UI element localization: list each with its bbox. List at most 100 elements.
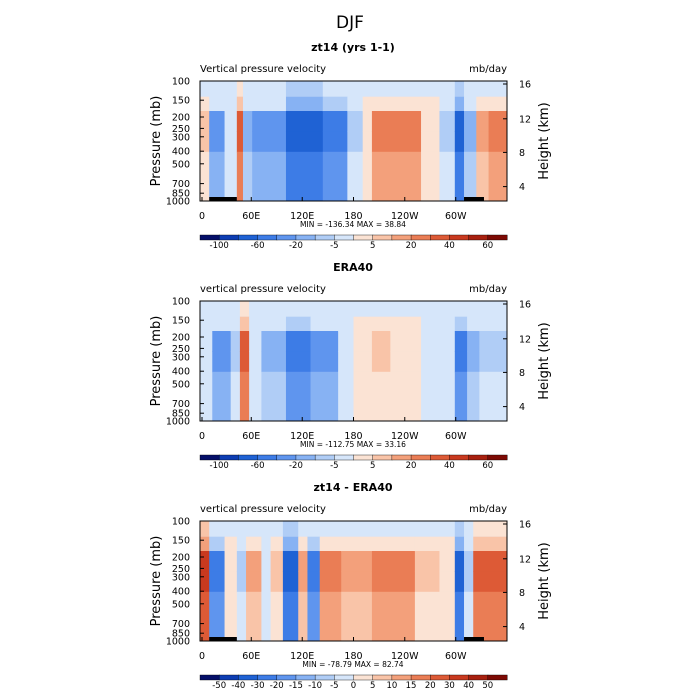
y-axis-label: Pressure (mb) xyxy=(149,536,164,627)
x-tick-label: 60W xyxy=(445,431,467,442)
field-cell-7-3 xyxy=(285,351,312,373)
field-cell-12-4 xyxy=(421,151,440,201)
field-cell-8-2 xyxy=(310,331,339,352)
y-right-tick-label: 16 xyxy=(519,300,531,311)
colorbar-swatch xyxy=(410,234,431,241)
field-cell-17-4 xyxy=(479,371,507,421)
field-cell-7-1 xyxy=(285,316,312,332)
field-cell-15-4 xyxy=(454,371,468,421)
colorbar-label: -5 xyxy=(330,681,338,691)
chart-panel-3: zt14 - ERA40 vertical pressure velocity mb… xyxy=(149,481,552,691)
field-cell-14-3 xyxy=(454,131,465,153)
field-cell-5-1 xyxy=(242,96,253,112)
field-top-6 xyxy=(261,521,272,537)
chart-panel-1: zt14 (yrs 1-1) Vertical pressure velocity… xyxy=(149,41,552,251)
colorbar-label: -100 xyxy=(210,241,229,251)
colorbar-swatch xyxy=(199,234,220,241)
colorbar-swatch xyxy=(353,234,374,241)
field-cell-2-1 xyxy=(209,96,226,112)
field-cell-7-4 xyxy=(285,151,324,201)
field-cell-9-4 xyxy=(338,371,354,421)
field-cell-8-1 xyxy=(282,536,299,552)
field-cell-13-1 xyxy=(371,536,416,552)
y-right-tick-label: 16 xyxy=(519,80,531,91)
y-tick-label: 200 xyxy=(172,333,190,344)
colorbar-swatch xyxy=(199,454,220,461)
field-cell-9-4 xyxy=(347,151,364,201)
field-cell-17-4 xyxy=(464,591,474,641)
field-cell-12-3 xyxy=(421,131,440,153)
field-cell-12-1 xyxy=(390,316,422,332)
field-top-9 xyxy=(347,81,364,97)
field-cell-7-1 xyxy=(270,536,284,552)
field-cell-8-3 xyxy=(310,351,339,373)
field-top-10 xyxy=(353,301,373,317)
field-cell-7-1 xyxy=(285,96,324,112)
field-cell-6-2 xyxy=(261,331,287,352)
topography-africa xyxy=(209,637,237,641)
field-cell-12-3 xyxy=(341,571,373,593)
field-cell-9-1 xyxy=(298,536,308,552)
field-cell-12-4 xyxy=(390,371,422,421)
field-cell-13-2 xyxy=(439,111,456,132)
colorbar-swatch xyxy=(276,454,297,461)
field-cell-16-4 xyxy=(454,591,465,641)
field-cell-3-2 xyxy=(230,331,241,352)
field-cell-13-4 xyxy=(421,371,440,421)
field-top-11 xyxy=(371,301,391,317)
field-cell-5-4 xyxy=(246,591,262,641)
field-cell-17-3 xyxy=(464,571,474,593)
field-top-18 xyxy=(473,521,507,537)
field-cell-13-2 xyxy=(421,331,440,352)
field-cell-6-4 xyxy=(261,371,287,421)
y-tick-label: 300 xyxy=(172,572,190,583)
colorbar-swatch xyxy=(487,454,508,461)
chart-panel-2: ERA40 vertical pressure velocity mb/day 100… xyxy=(149,261,552,471)
y-tick-label: 850 xyxy=(172,629,190,640)
y-tick-label: 200 xyxy=(172,553,190,564)
field-top-8 xyxy=(322,81,348,97)
colorbar-label: 60 xyxy=(482,461,493,471)
field-cell-4-3 xyxy=(239,351,250,373)
field-cell-2-2 xyxy=(212,331,232,352)
field-cell-3-3 xyxy=(224,571,238,593)
y-right-axis-label: Height (km) xyxy=(537,102,552,179)
field-cell-3-4 xyxy=(224,151,238,201)
field-cell-15-1 xyxy=(464,96,477,112)
field-cell-5-2 xyxy=(249,331,262,352)
field-cell-3-1 xyxy=(224,96,238,112)
colorbar-swatch xyxy=(334,674,354,681)
x-tick-label: 120E xyxy=(290,651,314,662)
field-top-4 xyxy=(236,521,247,537)
colorbar-swatch xyxy=(295,674,316,681)
colorbar-label: 60 xyxy=(482,241,493,251)
field-cell-18-2 xyxy=(473,551,507,572)
field-cell-9-1 xyxy=(347,96,364,112)
colorbar-label: -5 xyxy=(330,241,338,251)
colorbar-label: 15 xyxy=(406,681,417,691)
x-tick-label: 120E xyxy=(290,431,314,442)
field-cell-10-2 xyxy=(353,331,373,352)
field-cell-14-2 xyxy=(454,111,465,132)
field-cell-4-4 xyxy=(236,591,247,641)
field-cell-10-3 xyxy=(353,351,373,373)
field-cell-3-3 xyxy=(230,351,241,373)
y-tick-label: 100 xyxy=(172,77,190,88)
y-tick-label: 850 xyxy=(172,189,190,200)
field-top-1 xyxy=(200,521,210,537)
field-cell-9-2 xyxy=(338,331,354,352)
colorbar-swatch xyxy=(410,454,431,461)
field-cell-17-1 xyxy=(488,96,507,112)
field-cell-15-3 xyxy=(454,351,468,373)
x-tick-label: 120W xyxy=(391,431,419,442)
panel-subtitle-left: Vertical pressure velocity xyxy=(200,64,326,75)
field-cell-7-2 xyxy=(270,551,284,572)
colorbar-swatch xyxy=(468,454,489,461)
field-cell-1-3 xyxy=(200,571,210,593)
figure-title: DJF xyxy=(336,13,364,33)
colorbar-swatch xyxy=(449,674,470,681)
field-cell-16-2 xyxy=(454,551,465,572)
x-tick-label: 180 xyxy=(344,211,362,222)
y-right-tick-label: 12 xyxy=(519,554,531,565)
field-cell-6-4 xyxy=(252,151,287,201)
